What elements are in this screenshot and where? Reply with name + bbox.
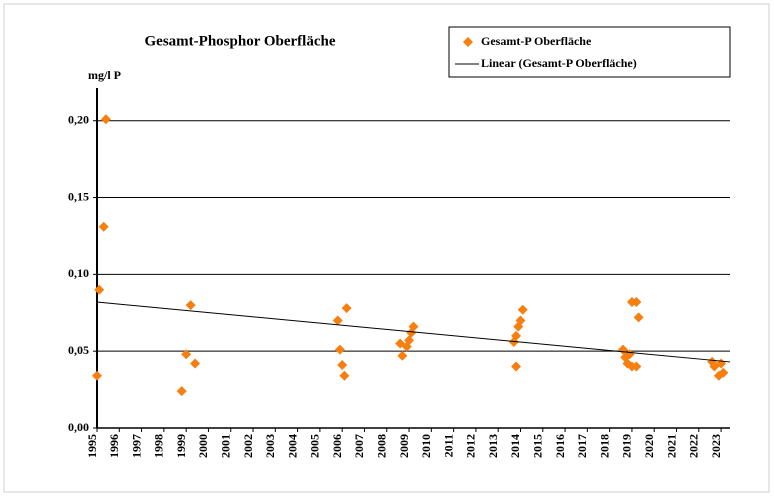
x-tick-label: 1995	[85, 434, 99, 458]
data-point	[92, 370, 102, 381]
x-tick-label: 2001	[218, 434, 232, 458]
data-point	[94, 284, 105, 295]
data-point	[633, 312, 644, 323]
data-point	[185, 300, 196, 311]
x-tick-label: 2021	[664, 434, 678, 458]
legend-marker	[463, 37, 473, 47]
data-point	[515, 315, 526, 326]
data-point	[190, 358, 201, 369]
y-axis-label: mg/l P	[88, 68, 121, 82]
x-tick-label: 2012	[464, 434, 478, 458]
x-tick-label: 1998	[152, 434, 166, 458]
x-tick-label: 2023	[709, 434, 723, 458]
x-tick-label: 2018	[597, 434, 611, 458]
x-tick-label: 2016	[553, 434, 567, 458]
data-point	[718, 367, 729, 378]
data-point	[404, 335, 415, 346]
data-point	[100, 114, 111, 125]
legend-box	[448, 26, 731, 78]
y-tick-label: 0,15	[68, 189, 89, 203]
x-tick-label: 2017	[575, 434, 589, 458]
x-tick-label: 2000	[196, 434, 210, 458]
data-point	[337, 360, 348, 371]
data-point	[176, 386, 187, 397]
x-tick-label: 2013	[486, 434, 500, 458]
x-tick-label: 2008	[375, 434, 389, 458]
x-tick-label: 1997	[129, 434, 143, 458]
chart-title: Gesamt-Phosphor Oberfläche	[145, 33, 336, 49]
x-tick-label: 2002	[241, 434, 255, 458]
data-point	[181, 349, 192, 360]
data-point	[517, 304, 528, 315]
data-point	[397, 350, 408, 361]
y-tick-label: 0,05	[68, 343, 89, 357]
x-tick-label: 1999	[174, 434, 188, 458]
data-point	[332, 315, 343, 326]
x-tick-label: 2007	[352, 434, 366, 458]
x-tick-label: 2014	[508, 434, 522, 458]
x-tick-label: 2011	[441, 434, 455, 457]
x-tick-label: 2019	[620, 434, 634, 458]
data-point	[98, 221, 109, 232]
legend-label: Gesamt-P Oberfläche	[481, 34, 592, 48]
data-point	[631, 361, 642, 372]
x-tick-label: 2010	[419, 434, 433, 458]
data-point	[341, 303, 352, 314]
chart-frame	[3, 3, 770, 493]
x-tick-label: 2022	[687, 434, 701, 458]
x-tick-label: 2015	[531, 434, 545, 458]
legend-label: Linear (Gesamt-P Oberfläche)	[481, 56, 637, 70]
x-tick-label: 1996	[107, 434, 121, 458]
y-tick-label: 0,20	[68, 112, 89, 126]
x-tick-label: 2003	[263, 434, 277, 458]
y-tick-label: 0,00	[68, 420, 89, 434]
data-point	[334, 344, 345, 355]
y-tick-label: 0,10	[68, 266, 89, 280]
trend-line	[96, 301, 731, 363]
data-point	[511, 361, 522, 372]
data-point	[339, 370, 350, 381]
data-point	[511, 330, 522, 341]
data-point	[631, 297, 642, 308]
x-tick-label: 2020	[642, 434, 656, 458]
data-point	[408, 321, 419, 332]
x-tick-label: 2004	[285, 434, 299, 458]
x-tick-label: 2009	[397, 434, 411, 458]
x-tick-label: 2005	[308, 434, 322, 458]
x-tick-label: 2006	[330, 434, 344, 458]
